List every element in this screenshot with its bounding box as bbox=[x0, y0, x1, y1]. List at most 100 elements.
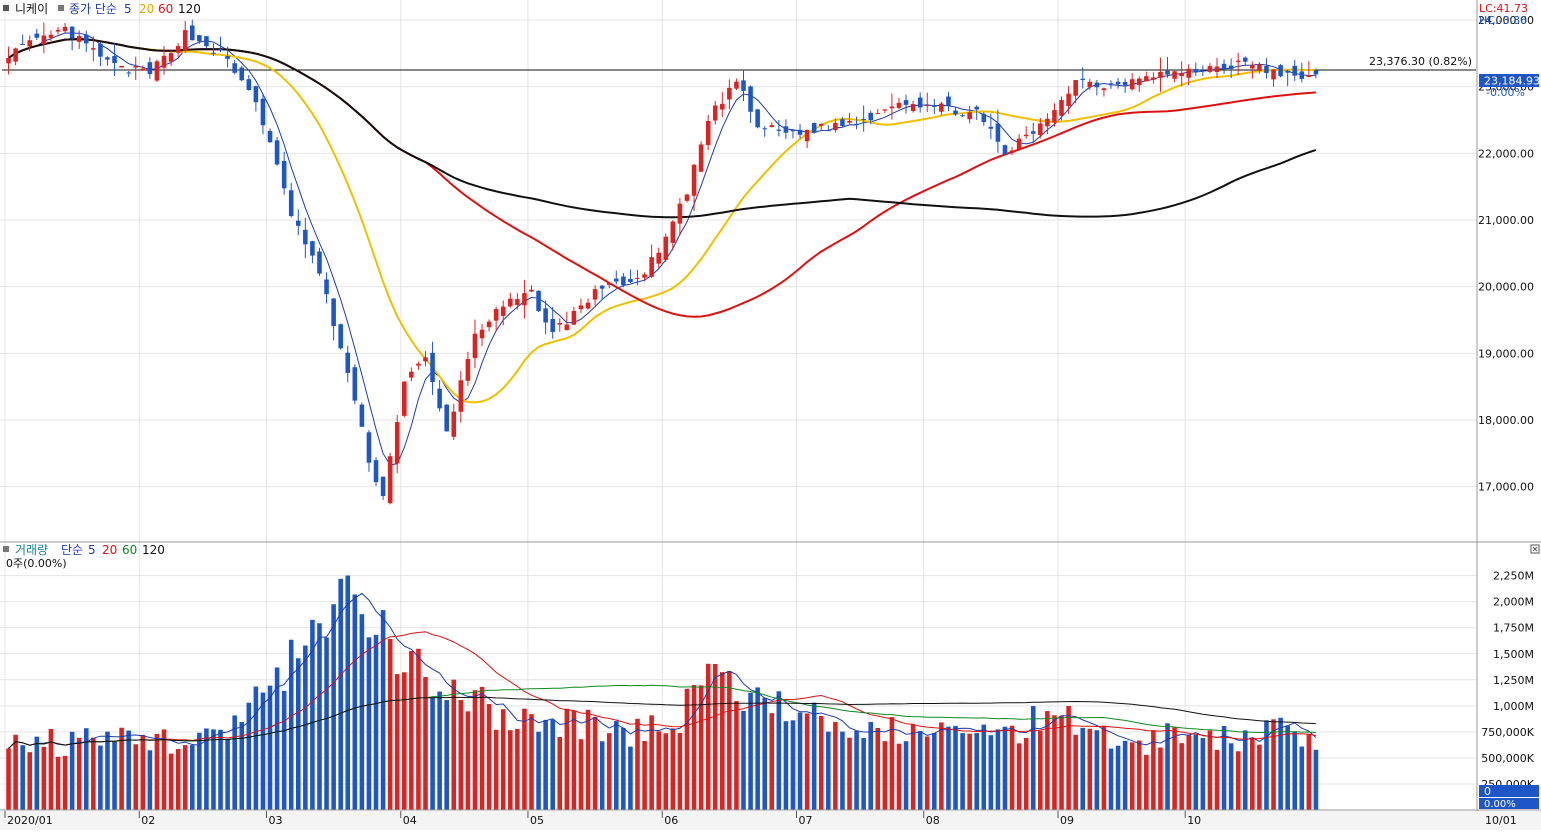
candle-body bbox=[98, 43, 103, 57]
candle bbox=[649, 244, 654, 279]
volume-bar bbox=[479, 686, 485, 810]
symbol-label[interactable]: 니케이 bbox=[15, 2, 48, 16]
candle bbox=[62, 22, 68, 33]
volume-bar bbox=[1179, 743, 1184, 810]
candle bbox=[642, 272, 647, 282]
candle bbox=[479, 324, 485, 347]
volume-bar bbox=[1242, 730, 1248, 810]
candle bbox=[55, 26, 61, 35]
legend-square-icon[interactable] bbox=[3, 5, 9, 11]
volume-bar bbox=[345, 575, 351, 810]
candle-body bbox=[112, 55, 117, 64]
candle bbox=[253, 85, 259, 112]
volume-bar bbox=[621, 727, 626, 810]
candle bbox=[267, 128, 273, 143]
candle-body bbox=[373, 460, 379, 483]
candle bbox=[274, 136, 280, 166]
candle bbox=[246, 75, 252, 91]
volume-ma-20[interactable]: 20 bbox=[102, 543, 117, 557]
candle-body bbox=[62, 26, 68, 32]
ma-period-20[interactable]: 20 bbox=[139, 2, 154, 16]
candle-body bbox=[380, 476, 386, 496]
volume-bar bbox=[1045, 711, 1050, 810]
volume-bar bbox=[232, 715, 237, 810]
volume-ma-60[interactable]: 60 bbox=[122, 543, 137, 557]
volume-bar bbox=[705, 663, 711, 810]
candle bbox=[988, 113, 994, 140]
candle-body bbox=[1221, 63, 1227, 69]
candle bbox=[493, 306, 499, 332]
candle-body bbox=[840, 119, 845, 126]
lc-value: LC:41.73 bbox=[1479, 2, 1528, 15]
candle-body bbox=[727, 87, 732, 100]
candle bbox=[1009, 146, 1015, 156]
volume-ma-type[interactable]: 단순 bbox=[61, 543, 83, 557]
candle bbox=[1101, 87, 1107, 97]
candle-body bbox=[875, 113, 881, 115]
candle bbox=[133, 56, 139, 80]
candle-body bbox=[670, 221, 676, 243]
ma-type-label[interactable]: 종가 단순 bbox=[69, 2, 117, 16]
candle-body bbox=[720, 103, 725, 110]
candle-body bbox=[267, 130, 273, 143]
volume-bar bbox=[1299, 746, 1305, 810]
candle bbox=[1094, 79, 1100, 96]
candle-body bbox=[1250, 65, 1255, 69]
volume-bar bbox=[204, 728, 209, 810]
candle bbox=[387, 452, 393, 505]
candle bbox=[1129, 73, 1135, 91]
candle-body bbox=[910, 104, 916, 112]
volume-bar bbox=[564, 708, 570, 810]
ma-period-120[interactable]: 120 bbox=[178, 2, 201, 16]
volume-bar bbox=[98, 745, 103, 810]
candle-body bbox=[1094, 82, 1100, 88]
candle-body bbox=[331, 298, 336, 327]
volume-bar bbox=[592, 716, 598, 810]
candle bbox=[423, 351, 428, 367]
ma-period-60[interactable]: 60 bbox=[158, 2, 173, 16]
current-volume-box bbox=[1479, 785, 1539, 797]
candle bbox=[451, 403, 457, 440]
candle-body bbox=[861, 118, 866, 120]
volume-bar bbox=[734, 701, 739, 810]
candle bbox=[34, 28, 40, 40]
candle bbox=[225, 46, 230, 68]
candle bbox=[1250, 61, 1255, 79]
volume-bar bbox=[310, 619, 315, 810]
volume-square-icon[interactable] bbox=[3, 546, 9, 552]
candle-body bbox=[783, 126, 789, 133]
volume-ma-120[interactable]: 120 bbox=[142, 543, 165, 557]
candle bbox=[621, 272, 626, 288]
volume-ma-5[interactable]: 5 bbox=[88, 543, 96, 557]
candle bbox=[932, 98, 937, 114]
volume-bar bbox=[274, 667, 280, 810]
volume-bar bbox=[854, 730, 859, 810]
candle bbox=[1292, 59, 1298, 82]
candle bbox=[91, 36, 96, 62]
candle bbox=[260, 94, 266, 135]
ma-square-icon[interactable] bbox=[58, 5, 64, 11]
candle-body bbox=[564, 324, 570, 331]
candle bbox=[1165, 57, 1170, 78]
candle-body bbox=[161, 55, 167, 68]
candle bbox=[359, 402, 365, 427]
candle bbox=[105, 56, 110, 66]
candle-body bbox=[656, 252, 661, 264]
volume-bar bbox=[126, 730, 131, 810]
candle bbox=[818, 123, 824, 131]
volume-bar bbox=[41, 746, 47, 810]
volume-title[interactable]: 거래량 bbox=[15, 543, 48, 557]
candle-body bbox=[939, 103, 944, 112]
candle bbox=[804, 129, 810, 149]
candle bbox=[557, 318, 563, 332]
volume-bar bbox=[1151, 730, 1156, 810]
reference-line-label: 23,376.30 (0.82%) bbox=[1369, 55, 1472, 68]
candle-body bbox=[91, 48, 96, 50]
x-axis-end-label: 10/01 bbox=[1485, 814, 1517, 827]
candle-body bbox=[663, 236, 669, 260]
candle-body bbox=[1087, 81, 1093, 88]
ma-period-5[interactable]: 5 bbox=[124, 2, 132, 16]
candle-body bbox=[536, 290, 541, 311]
candle-body bbox=[458, 380, 464, 412]
candle-body bbox=[712, 105, 718, 121]
